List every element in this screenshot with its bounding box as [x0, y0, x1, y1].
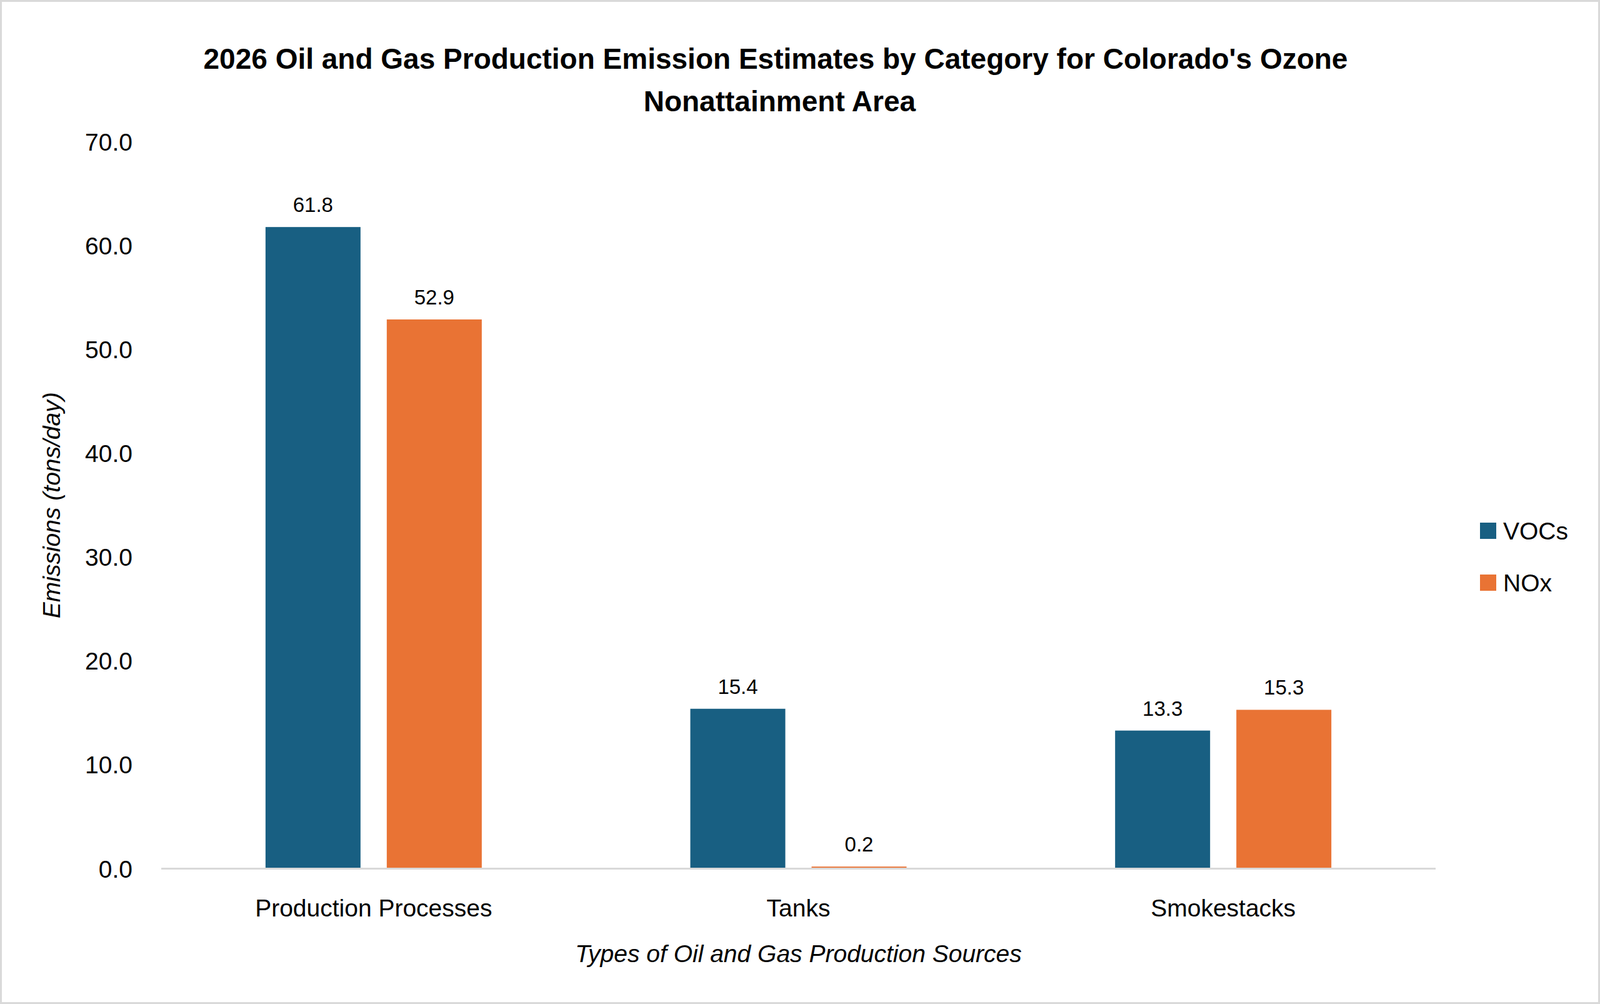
data-label: 52.9	[414, 285, 455, 309]
title: 2026 Oil and Gas Production Emission Est…	[203, 42, 1349, 118]
y-tick-label: 30.0	[85, 543, 133, 571]
data-label: 15.4	[717, 675, 758, 699]
y-tick-label: 0.0	[98, 855, 133, 883]
legend-swatch	[1480, 574, 1497, 591]
bar	[1115, 730, 1210, 869]
x-tick-label: Smokestacks	[1150, 894, 1296, 922]
x-tick-label: Production Processes	[255, 894, 492, 922]
bar	[386, 319, 482, 869]
bar	[265, 226, 361, 869]
data-label: 13.3	[1142, 696, 1183, 720]
bar	[1236, 709, 1332, 869]
y-tick-label: 20.0	[85, 647, 133, 675]
data-label: 15.3	[1263, 675, 1304, 699]
y-tick-label: 70.0	[85, 128, 133, 156]
background	[0, 0, 1600, 1004]
legend: VOCs NOx	[1480, 517, 1569, 597]
x-axis-line	[161, 867, 1436, 870]
data-label: 61.8	[293, 193, 334, 217]
y-tick-label: 60.0	[85, 232, 133, 260]
y-tick-label: 10.0	[85, 751, 133, 779]
data-label: 0.2	[845, 832, 874, 856]
legend-swatch	[1480, 522, 1497, 539]
y-tick-label: 40.0	[85, 440, 133, 467]
bar	[690, 708, 786, 869]
bars	[265, 226, 1332, 869]
legend-label: NOx	[1503, 569, 1553, 597]
y-axis-label: Emissions (tons/day)	[38, 391, 65, 619]
x-tick-label: Tanks	[766, 894, 831, 922]
y-tick-label: 50.0	[85, 336, 133, 364]
chart: 2026 Oil and Gas Production Emission Est…	[0, 0, 1600, 1004]
chart-border	[1, 1, 1600, 1004]
legend-label: VOCs	[1503, 517, 1569, 545]
x-axis-label: Types of Oil and Gas Production Sources	[575, 940, 1022, 967]
